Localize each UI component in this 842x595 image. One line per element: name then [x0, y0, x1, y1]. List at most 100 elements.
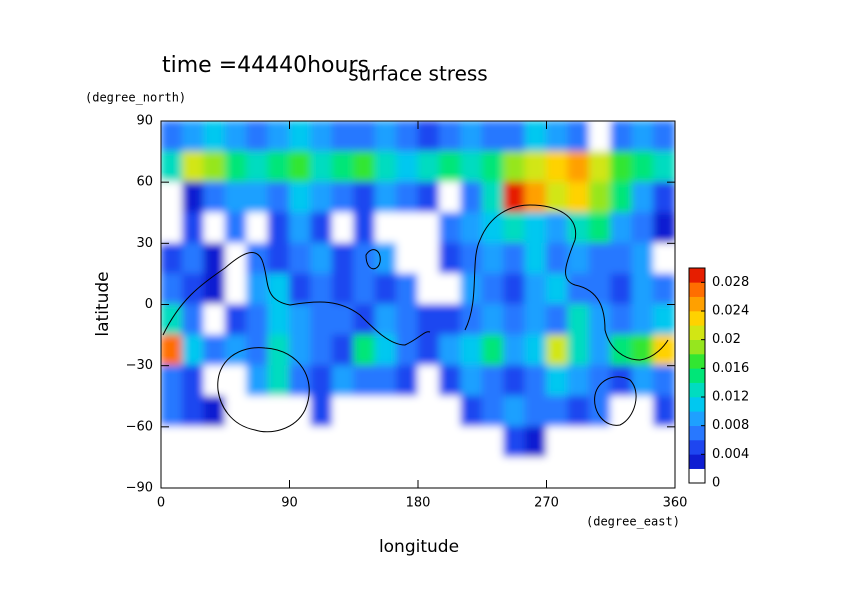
cell: [289, 395, 312, 428]
cell: [631, 395, 655, 428]
cell: [331, 273, 355, 305]
cell: [460, 181, 483, 214]
colorbar-swatch: [689, 339, 705, 355]
cell: [460, 365, 483, 397]
y-axis-label: latitude: [93, 271, 113, 336]
cell: [610, 304, 633, 336]
cell: [331, 395, 355, 428]
cell: [631, 242, 655, 275]
cell: [353, 395, 376, 428]
y-tick-label: −60: [126, 419, 153, 434]
cell: [181, 242, 205, 275]
cell: [588, 365, 612, 397]
cell: [524, 273, 547, 305]
y-tick-label: 0: [145, 297, 153, 312]
cell: [567, 151, 590, 183]
cell: [310, 456, 333, 488]
cell: [310, 181, 333, 214]
cell: [567, 395, 590, 428]
x-tick-label: 360: [663, 496, 688, 511]
colorbar-swatch: [689, 425, 705, 441]
cell: [438, 242, 462, 275]
cell: [310, 334, 333, 367]
cell: [546, 121, 569, 153]
cell: [417, 426, 440, 458]
cell: [460, 395, 483, 428]
cell: [524, 334, 547, 367]
cell: [396, 242, 419, 275]
cell: [267, 426, 290, 458]
cell: [503, 304, 526, 336]
cell: [546, 181, 569, 214]
cell: [481, 242, 505, 275]
cell: [631, 426, 655, 458]
cell: [353, 273, 376, 305]
cell: [246, 181, 269, 214]
cell: [310, 273, 333, 305]
cell: [396, 121, 419, 153]
cell: [524, 456, 547, 488]
cell: [438, 456, 462, 488]
cell: [438, 121, 462, 153]
cell: [224, 151, 248, 183]
cell: [546, 151, 569, 183]
cell: [524, 242, 547, 275]
cell: [310, 426, 333, 458]
cell: [353, 242, 376, 275]
cell: [610, 273, 633, 305]
cell: [161, 395, 183, 428]
cell: [374, 365, 398, 397]
cell: [503, 212, 526, 244]
cell: [438, 395, 462, 428]
cell: [310, 212, 333, 244]
cell: [374, 273, 398, 305]
cell: [203, 334, 226, 367]
cell: [353, 181, 376, 214]
cell: [246, 242, 269, 275]
cell: [481, 395, 505, 428]
cell: [224, 456, 248, 488]
cell: [417, 212, 440, 244]
cell: [374, 181, 398, 214]
y-unit: (degree_north): [85, 91, 186, 105]
cell: [610, 365, 633, 397]
cell: [161, 242, 183, 275]
field-cells: [161, 121, 675, 488]
cell: [481, 151, 505, 183]
cell: [438, 212, 462, 244]
cell: [653, 273, 675, 305]
cell: [438, 273, 462, 305]
colorbar-swatch: [689, 454, 705, 469]
subtitle: time =44440hours: [162, 53, 369, 78]
colorbar-swatch: [689, 296, 705, 312]
cell: [203, 395, 226, 428]
cell: [524, 121, 547, 153]
cell: [460, 273, 483, 305]
cell: [653, 212, 675, 244]
y-tick-label: 30: [136, 236, 153, 251]
cell: [374, 304, 398, 336]
cell: [396, 273, 419, 305]
cell: [503, 395, 526, 428]
cell: [503, 121, 526, 153]
cell: [567, 456, 590, 488]
cell: [588, 121, 612, 153]
cell: [460, 121, 483, 153]
cell: [438, 365, 462, 397]
cell: [567, 181, 590, 214]
cell: [224, 181, 248, 214]
cell: [396, 426, 419, 458]
y-tick-label: −90: [126, 481, 153, 496]
cell: [481, 304, 505, 336]
cell: [460, 334, 483, 367]
cell: [460, 151, 483, 183]
cell: [653, 151, 675, 183]
cell: [503, 151, 526, 183]
cell: [246, 456, 269, 488]
cell: [203, 304, 226, 336]
x-tick-label: 0: [157, 496, 165, 511]
cell: [653, 426, 675, 458]
cell: [331, 121, 355, 153]
cell: [161, 365, 183, 397]
